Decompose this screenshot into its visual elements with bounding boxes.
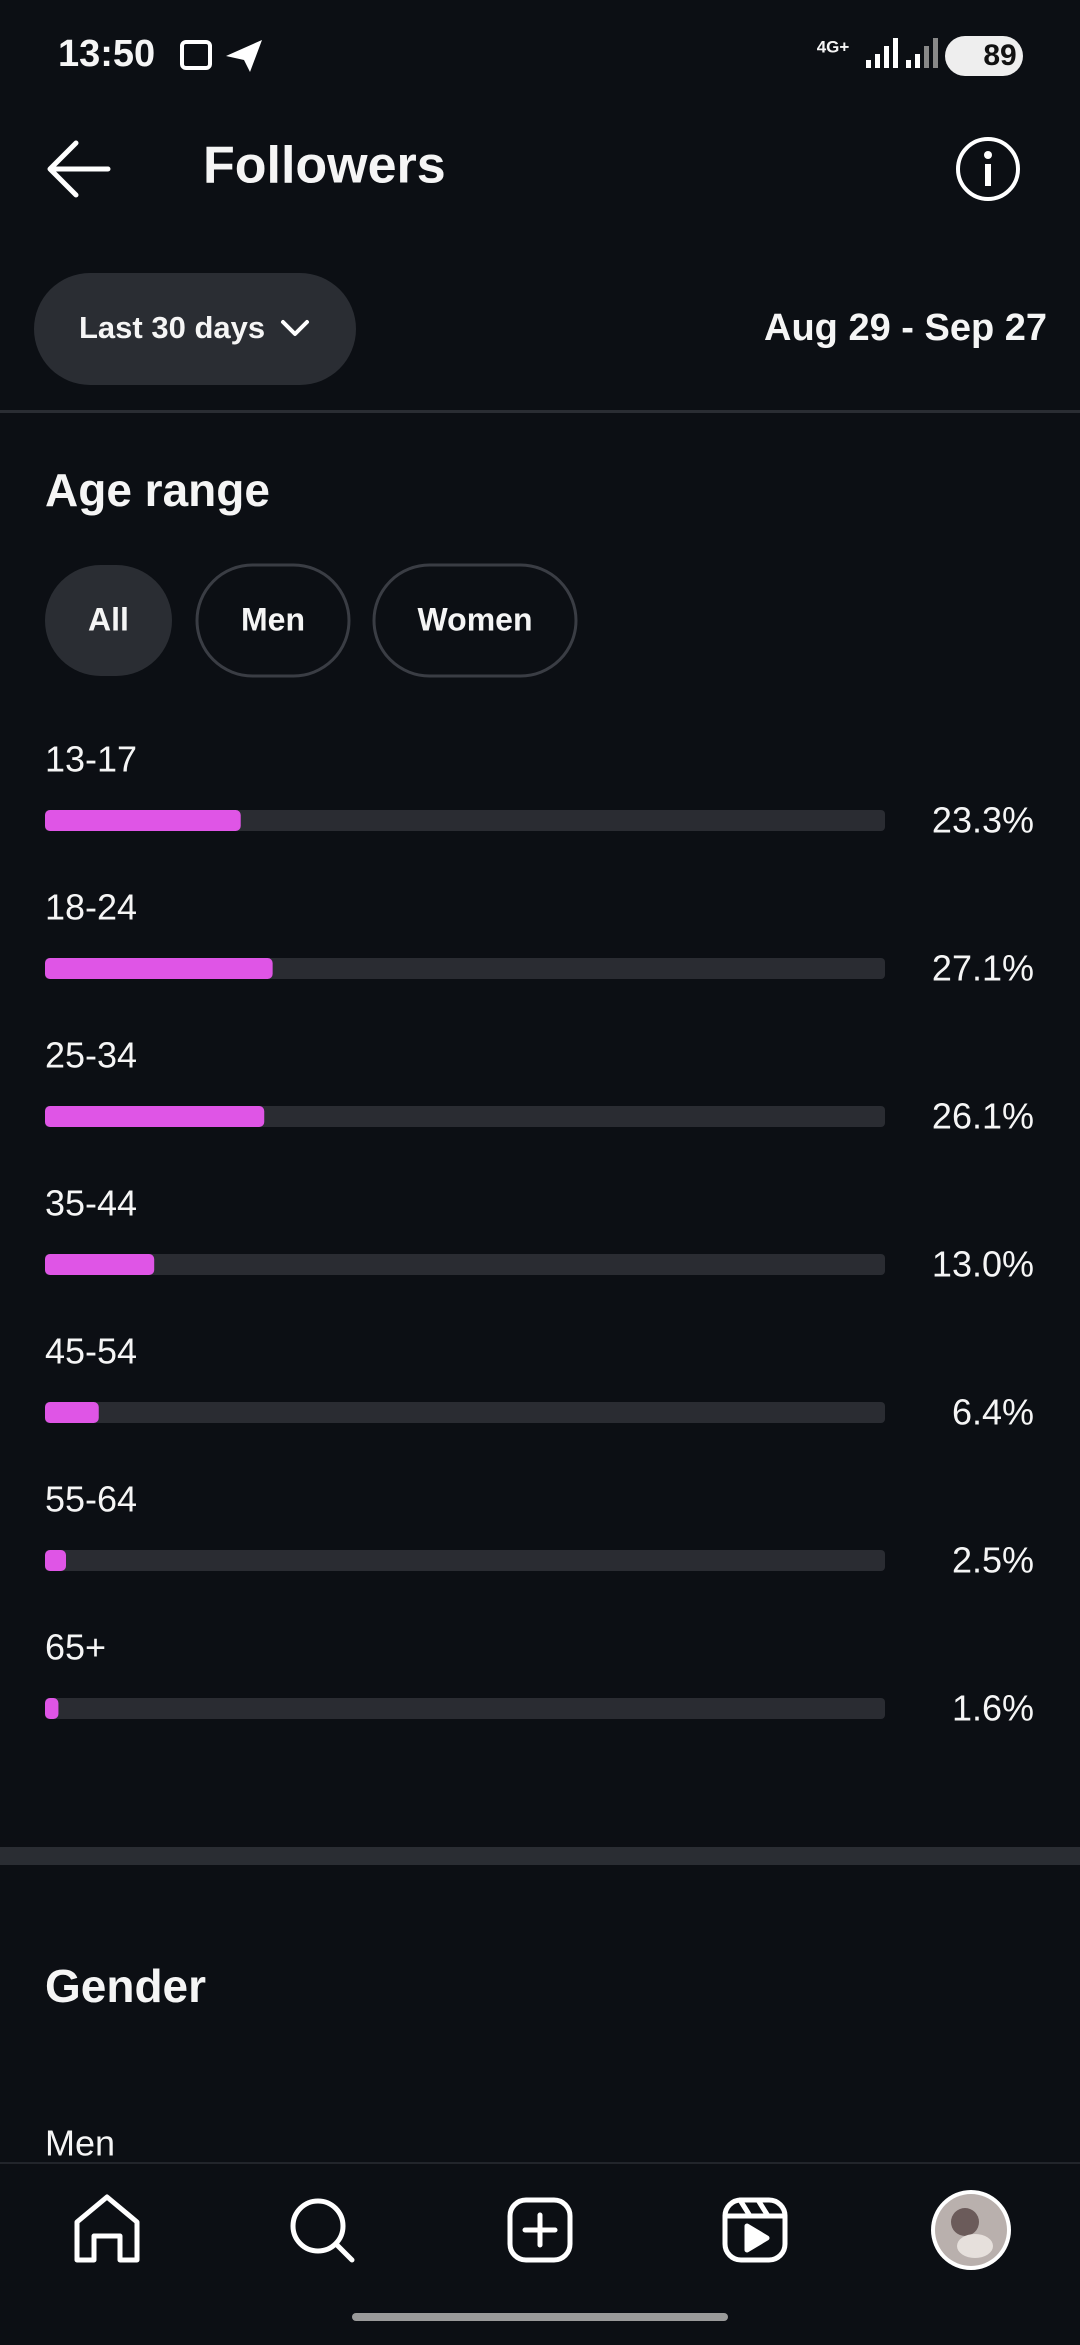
age-label: 45-54	[45, 1331, 137, 1372]
bar	[45, 1698, 59, 1719]
period-dropdown[interactable]	[34, 273, 356, 385]
value-label: 27.1%	[932, 948, 1034, 989]
age-label: 18-24	[45, 887, 137, 928]
bar-track	[45, 810, 885, 831]
bar-track	[45, 1254, 885, 1275]
reels-tab[interactable]	[722, 2197, 788, 2263]
value-label: 13.0%	[932, 1244, 1034, 1285]
bar	[45, 958, 273, 979]
info-button[interactable]	[956, 137, 1020, 201]
age-label: 55-64	[45, 1479, 137, 1520]
page-title: Followers	[203, 137, 446, 195]
age-label: 25-34	[45, 1035, 137, 1076]
nav-border	[0, 2162, 1080, 2164]
bar	[45, 1550, 66, 1571]
filter-tab-label: Women	[418, 601, 533, 637]
age-label: 65+	[45, 1627, 106, 1668]
search-tab[interactable]	[290, 2198, 355, 2263]
value-label: 2.5%	[952, 1540, 1034, 1581]
status-icons	[180, 40, 262, 72]
bar	[45, 810, 241, 831]
bar	[45, 1254, 155, 1275]
value-label: 23.3%	[932, 800, 1034, 841]
create-tab[interactable]	[507, 2197, 573, 2263]
bar-track	[45, 1402, 885, 1423]
bar	[45, 1402, 99, 1423]
section-title: Gender	[45, 1960, 206, 2012]
bar	[45, 1106, 265, 1127]
filter-tab[interactable]	[45, 565, 172, 676]
period-label: Last 30 days	[79, 310, 265, 345]
value-label: 26.1%	[932, 1096, 1034, 1137]
section-separator	[0, 1847, 1080, 1865]
back-button[interactable]	[47, 140, 111, 198]
divider	[0, 410, 1080, 413]
section-title: Age range	[45, 464, 270, 516]
battery	[945, 36, 1023, 76]
status-network: 4G+	[817, 37, 850, 56]
bottom-nav	[0, 2162, 1080, 2340]
battery-level: 89	[983, 39, 1016, 72]
signal-icons	[866, 38, 938, 68]
filter-tab[interactable]	[195, 563, 351, 678]
bar-track	[45, 1698, 885, 1719]
value-label: 6.4%	[952, 1392, 1034, 1433]
age-label: 13-17	[45, 739, 137, 780]
age-label: 35-44	[45, 1183, 137, 1224]
dropdown-chevron	[281, 320, 309, 336]
filter-tab-label: Men	[241, 601, 305, 637]
value-label: 1.6%	[952, 1688, 1034, 1729]
filter-tab[interactable]	[372, 563, 578, 678]
date-range: Aug 29 - Sep 27	[764, 307, 1047, 349]
gender-label: Men	[45, 2123, 115, 2164]
bar-track	[45, 1550, 885, 1571]
home-indicator	[352, 2313, 728, 2321]
filter-tab-label: All	[88, 601, 129, 637]
status-time: 13:50	[58, 33, 155, 75]
profile-tab[interactable]	[931, 2190, 1011, 2270]
home-tab[interactable]	[74, 2194, 140, 2263]
